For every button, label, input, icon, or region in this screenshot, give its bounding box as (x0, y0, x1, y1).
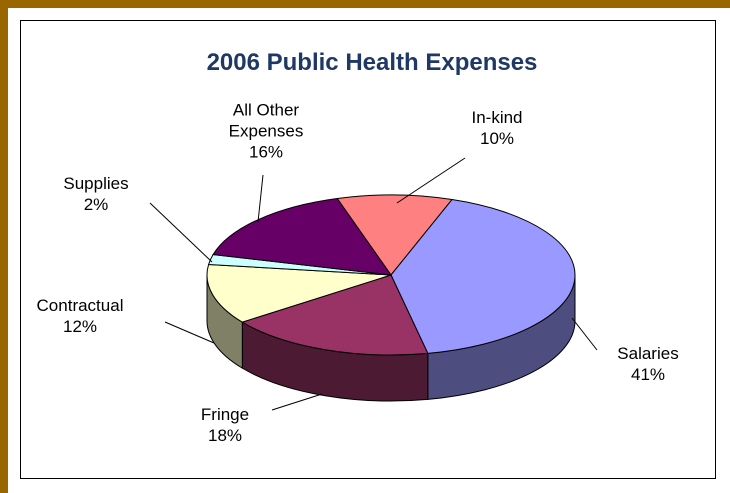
category-label: Salaries (617, 344, 679, 363)
data-label: Fringe 18% (165, 404, 285, 446)
value-label: 10% (479, 129, 515, 148)
slice (336, 194, 453, 276)
leader-line (396, 157, 466, 204)
data-label: Supplies 2% (36, 173, 156, 215)
leader-line (149, 202, 213, 263)
leader-line (257, 174, 264, 223)
value-label: 12% (62, 317, 98, 336)
leader-line (571, 317, 598, 351)
category-label: Contractual (36, 296, 124, 315)
value-label: 2% (83, 195, 109, 214)
leader-line (164, 321, 215, 344)
category-label: In-kind (471, 108, 523, 127)
leader-line (271, 393, 323, 411)
category-label: Fringe (200, 405, 250, 424)
data-label: All Other Expenses 16% (206, 100, 326, 163)
slice (390, 198, 576, 354)
category-label: All Other Expenses (228, 100, 304, 141)
data-label: In-kind 10% (437, 107, 557, 149)
data-label: Salaries 41% (588, 343, 708, 385)
category-label: Supplies (63, 174, 129, 193)
chart-area (20, 20, 716, 479)
data-label: Contractual 12% (20, 295, 140, 337)
value-label: 18% (207, 426, 243, 445)
value-label: 16% (248, 142, 284, 162)
slice (206, 263, 392, 323)
value-label: 41% (630, 365, 666, 384)
slice (241, 274, 429, 356)
chart-title: 2006 Public Health Expenses (207, 49, 538, 76)
pie (206, 194, 576, 402)
